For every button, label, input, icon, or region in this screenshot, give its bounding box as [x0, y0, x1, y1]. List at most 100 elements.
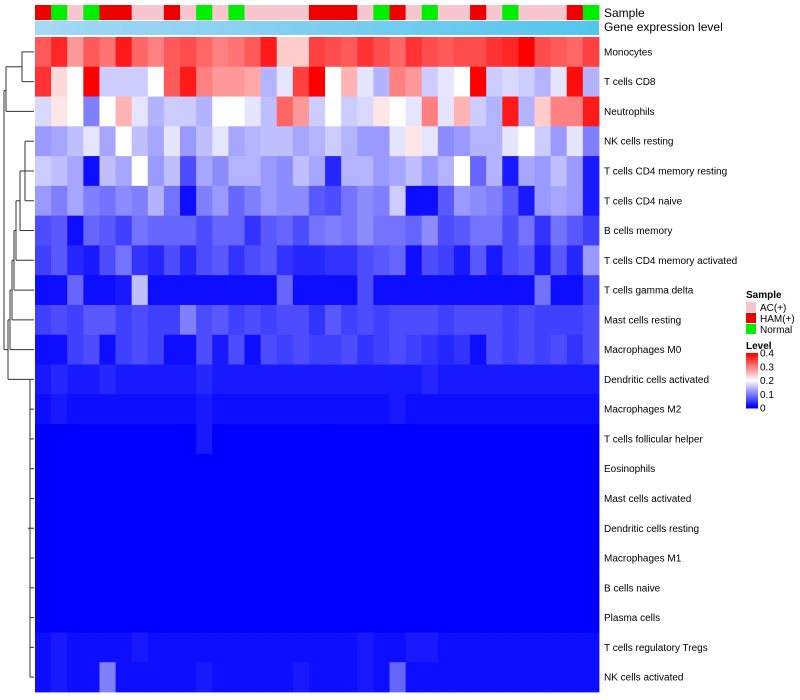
heatmap-cell: [405, 37, 423, 68]
heatmap-cell: [502, 424, 519, 455]
heatmap-cell: [453, 513, 471, 544]
heatmap-cell: [341, 602, 358, 633]
heatmap-cell: [325, 632, 342, 663]
sample-legend-swatch: [746, 313, 756, 323]
heatmap-cell: [83, 662, 100, 693]
heatmap-cell: [276, 513, 294, 544]
heatmap-cell: [244, 662, 261, 693]
heatmap-cell: [131, 215, 149, 246]
heatmap-cell: [437, 543, 455, 574]
heatmap-cell: [228, 334, 245, 365]
heatmap-cell: [212, 572, 229, 604]
heatmap-cell: [35, 543, 52, 574]
heatmap-cell: [35, 334, 52, 365]
heatmap-cell: [163, 126, 181, 157]
heatmap-cell: [260, 245, 278, 276]
heatmap-cell: [534, 424, 552, 455]
heatmap-cell: [325, 96, 342, 127]
heatmap-cell: [341, 543, 358, 574]
heatmap-cell: [582, 66, 600, 97]
heatmap-cell: [147, 394, 165, 425]
heatmap-cell: [405, 96, 423, 127]
heatmap-cell: [341, 364, 358, 395]
heatmap-cell: [292, 37, 310, 68]
heatmap-cell: [131, 245, 149, 276]
heatmap-cell: [582, 483, 600, 514]
heatmap-cell: [228, 185, 245, 217]
heatmap-cell: [437, 304, 455, 336]
heatmap-cell: [244, 185, 261, 217]
heatmap-cell: [389, 66, 407, 97]
heatmap-cell: [486, 543, 503, 574]
heatmap-cell: [437, 37, 455, 68]
heatmap-cell: [67, 304, 84, 336]
heatmap-cell: [357, 304, 374, 336]
heatmap-cell: [51, 156, 68, 187]
heatmap-cell: [373, 543, 390, 574]
row-label: Macrophages M0: [604, 345, 682, 356]
heatmap-cell: [51, 245, 68, 276]
row-label: Neutrophils: [604, 107, 655, 118]
heatmap-cell: [325, 304, 342, 336]
sample-annotation-label: Sample: [604, 6, 645, 20]
heatmap-cell: [196, 37, 213, 68]
heatmap-cell: [244, 37, 261, 68]
level-colorbar-segment: [746, 406, 758, 409]
heatmap-cell: [518, 483, 535, 514]
heatmap-cell: [405, 543, 423, 574]
row-label: NK cells resting: [604, 137, 673, 148]
heatmap-cell: [260, 66, 278, 97]
heatmap-cell: [131, 602, 149, 633]
sample-annotation-cell: [437, 5, 455, 20]
heatmap-cell: [341, 632, 358, 663]
level-colorbar-segment: [746, 366, 758, 369]
level-colorbar-segment: [746, 395, 758, 398]
heatmap-cell: [534, 66, 552, 97]
heatmap-cell: [115, 66, 133, 97]
heatmap-cell: [292, 334, 310, 365]
heatmap-cell: [437, 632, 455, 663]
heatmap-cell: [308, 304, 326, 336]
heatmap-cell: [405, 453, 423, 484]
heatmap-cell: [453, 662, 471, 693]
level-colorbar-segment: [746, 375, 758, 377]
heatmap-cell: [228, 394, 245, 425]
heatmap-cell: [244, 245, 261, 276]
heatmap-cell: [131, 37, 149, 68]
level-colorbar-segment: [746, 398, 758, 401]
heatmap-cell: [163, 632, 181, 663]
heatmap-cell: [35, 364, 52, 395]
heatmap-cell: [276, 215, 294, 246]
heatmap-cell: [453, 572, 471, 604]
heatmap-cell: [502, 185, 519, 217]
heatmap-cell: [51, 394, 68, 425]
heatmap-cell: [292, 364, 310, 395]
heatmap-cell: [308, 543, 326, 574]
heatmap-cell: [180, 483, 197, 514]
heatmap-cell: [163, 156, 181, 187]
heatmap-cell: [276, 602, 294, 633]
heatmap-cell: [341, 37, 358, 68]
heatmap-cell: [550, 602, 568, 633]
heatmap-cell: [244, 632, 261, 663]
heatmap-cell: [131, 156, 149, 187]
heatmap-cell: [115, 37, 133, 68]
heatmap-cell: [373, 37, 390, 68]
heatmap-cell: [180, 185, 197, 217]
level-colorbar-segment: [746, 388, 758, 391]
heatmap-cell: [180, 304, 197, 336]
heatmap-cell: [437, 96, 455, 127]
heatmap-cell: [115, 424, 133, 455]
level-colorbar-segment: [746, 372, 758, 375]
level-legend-tick: 0: [760, 404, 766, 415]
heatmap-cell: [405, 513, 423, 544]
heatmap-cell: [405, 126, 423, 157]
heatmap-cell: [534, 96, 552, 127]
heatmap-cell: [421, 394, 439, 425]
heatmap-cell: [470, 394, 487, 425]
heatmap-cell: [582, 513, 600, 544]
heatmap-cell: [486, 334, 503, 365]
level-colorbar-segment: [746, 362, 758, 365]
level-colorbar-segment: [746, 392, 758, 395]
heatmap-cell: [341, 66, 358, 97]
